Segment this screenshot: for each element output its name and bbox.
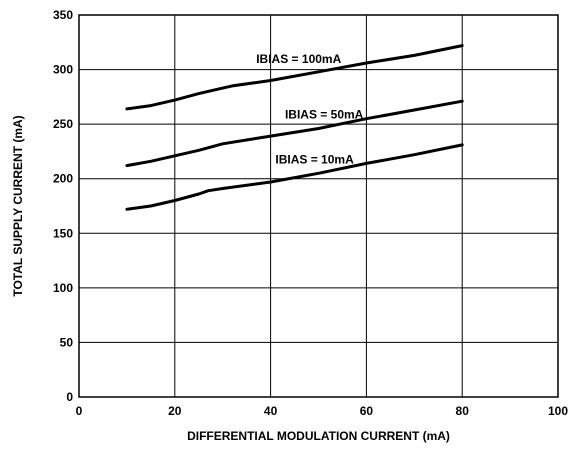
y-tick-label: 300	[53, 63, 73, 77]
y-tick-label: 350	[53, 8, 73, 22]
y-tick-label: 100	[53, 281, 73, 295]
y-axis-title: TOTAL SUPPLY CURRENT (mA)	[11, 115, 25, 296]
y-tick-label: 0	[66, 390, 73, 404]
series-lines	[125, 44, 464, 211]
series-line-1	[125, 44, 464, 111]
series-labels: IBIAS = 100mA IBIAS = 50mA IBIAS = 10mA	[256, 52, 363, 166]
x-tick-label: 20	[168, 404, 182, 418]
plot-frame	[78, 14, 559, 398]
x-tick-label: 60	[360, 404, 374, 418]
x-tick-label: 0	[76, 404, 83, 418]
series-label-2: IBIAS = 50mA	[285, 108, 364, 122]
x-tick-label: 40	[264, 404, 278, 418]
x-tick-label: 100	[548, 404, 568, 418]
series-line-3	[125, 143, 464, 211]
series-label-3: IBIAS = 10mA	[275, 152, 354, 166]
y-tick-label: 200	[53, 172, 73, 186]
x-axis-title: DIFFERENTIAL MODULATION CURRENT (mA)	[187, 429, 450, 443]
y-tick-label: 50	[60, 335, 74, 349]
grid	[79, 15, 558, 397]
y-tick-label: 150	[53, 226, 73, 240]
series-label-1: IBIAS = 100mA	[256, 52, 341, 66]
series-line-2	[125, 99, 464, 168]
tick-labels: 0 20 40 60 80 100 0 50 100 150 200 250 300 350	[53, 8, 568, 418]
x-tick-label: 80	[456, 404, 470, 418]
y-tick-label: 250	[53, 117, 73, 131]
